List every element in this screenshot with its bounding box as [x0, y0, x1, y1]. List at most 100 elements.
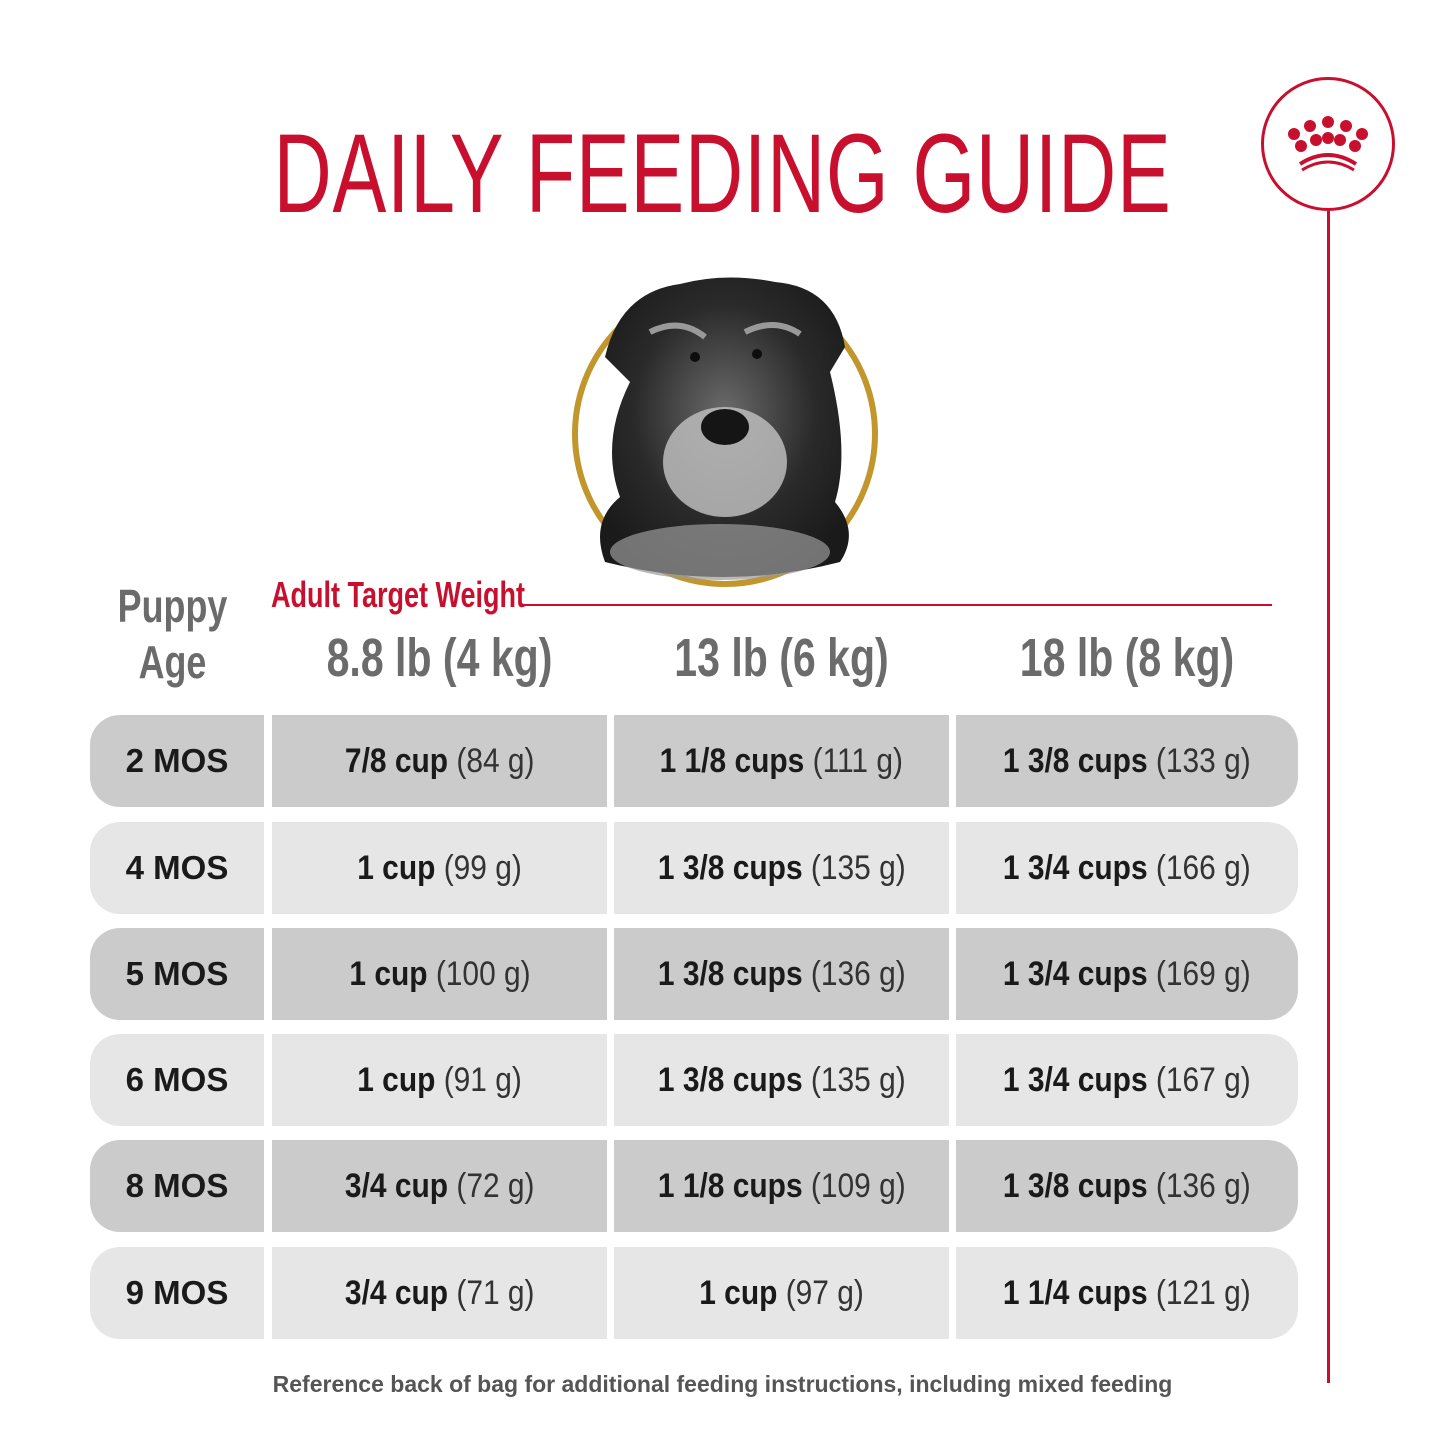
weight-column-header-8kg: 18 lb (8 kg)	[1019, 628, 1235, 688]
amount: 1 1/4 cups (121 g)	[1003, 1274, 1251, 1313]
amount-cell: 1 cup (100 g)	[272, 928, 607, 1020]
age-cell: 5 MOS	[90, 928, 264, 1020]
grams-value: (133 g)	[1156, 741, 1251, 780]
cups-value: 1 3/8 cups	[657, 1060, 803, 1099]
grams-value: (91 g)	[443, 1060, 522, 1099]
cups-value: 1 3/8 cups	[1003, 741, 1148, 780]
grams-value: (84 g)	[456, 741, 535, 780]
amount-cell: 1 cup (99 g)	[272, 822, 607, 914]
footer-note: Reference back of bag for additional fee…	[272, 1371, 1173, 1397]
amount: 1 3/8 cups (133 g)	[1003, 742, 1251, 781]
grams-value: (121 g)	[1156, 1273, 1251, 1312]
amount: 3/4 cup (72 g)	[345, 1167, 535, 1206]
table-row: 6 MOS 1 cup (91 g) 1 3/8 cups (135 g) 1 3/4…	[90, 1034, 1298, 1126]
amount-cell: 3/4 cup (71 g)	[272, 1247, 607, 1339]
age-label: 6 MOS	[125, 1061, 229, 1098]
amount-cell: 1 3/8 cups (136 g)	[614, 928, 949, 1020]
cups-value: 1 1/4 cups	[1003, 1273, 1148, 1312]
amount-cell: 3/4 cup (72 g)	[272, 1140, 607, 1232]
page-title: DAILY FEEDING GUIDE	[273, 111, 1172, 236]
amount: 1 1/8 cups (111 g)	[660, 742, 903, 781]
amount-cell: 1 cup (91 g)	[272, 1034, 607, 1126]
brand-logo	[1261, 77, 1395, 211]
amount-cell: 7/8 cup (84 g)	[272, 715, 607, 807]
amount: 3/4 cup (71 g)	[345, 1274, 535, 1313]
cups-value: 7/8 cup	[344, 741, 448, 780]
table-row: 8 MOS 3/4 cup (72 g) 1 1/8 cups (109 g) 1 3…	[90, 1140, 1298, 1232]
amount: 1 3/8 cups (136 g)	[658, 955, 906, 994]
cups-value: 3/4 cup	[344, 1166, 448, 1205]
age-label: 8 MOS	[125, 1167, 229, 1204]
decorative-red-line	[1327, 211, 1330, 1383]
amount-cell: 1 cup (97 g)	[614, 1247, 949, 1339]
cups-value: 3/4 cup	[344, 1273, 448, 1312]
grams-value: (99 g)	[443, 848, 522, 887]
cups-value: 1 3/8 cups	[657, 848, 803, 887]
weight-column-header-4kg: 8.8 lb (4 kg)	[326, 628, 553, 688]
grams-value: (136 g)	[1156, 1166, 1251, 1205]
grams-value: (166 g)	[1156, 848, 1251, 887]
table-row: 9 MOS 3/4 cup (71 g) 1 cup (97 g) 1 1/4 cup…	[90, 1247, 1298, 1339]
amount: 1 3/4 cups (169 g)	[1003, 955, 1251, 994]
crown-icon	[1288, 116, 1368, 172]
adult-target-weight-label: Adult Target Weight	[271, 574, 525, 615]
table-row: 2 MOS 7/8 cup (84 g) 1 1/8 cups (111 g) 1 3…	[90, 715, 1298, 807]
grams-value: (72 g)	[456, 1166, 535, 1205]
amount: 1 3/8 cups (136 g)	[1003, 1167, 1251, 1206]
cups-value: 1 cup	[699, 1273, 778, 1312]
grams-value: (109 g)	[810, 1166, 906, 1205]
amount-cell: 1 3/4 cups (167 g)	[956, 1034, 1298, 1126]
amount-cell: 1 3/8 cups (135 g)	[614, 822, 949, 914]
age-label: 5 MOS	[125, 955, 229, 992]
cups-value: 1 3/4 cups	[1003, 848, 1148, 887]
age-cell: 6 MOS	[90, 1034, 264, 1126]
amount: 1 1/8 cups (109 g)	[658, 1167, 906, 1206]
age-label: 4 MOS	[125, 849, 229, 886]
age-cell: 8 MOS	[90, 1140, 264, 1232]
amount: 1 cup (99 g)	[357, 849, 522, 888]
weight-header-underline	[521, 604, 1272, 606]
amount-cell: 1 1/8 cups (111 g)	[614, 715, 949, 807]
table-row: 4 MOS 1 cup (99 g) 1 3/8 cups (135 g) 1 3/4…	[90, 822, 1298, 914]
grams-value: (111 g)	[812, 741, 904, 780]
amount-cell: 1 3/8 cups (136 g)	[956, 1140, 1298, 1232]
grams-value: (135 g)	[810, 848, 906, 887]
amount: 1 cup (97 g)	[699, 1274, 864, 1313]
amount-cell: 1 3/8 cups (135 g)	[614, 1034, 949, 1126]
cups-value: 1 3/4 cups	[1003, 954, 1148, 993]
age-label: 9 MOS	[125, 1274, 229, 1311]
cups-value: 1 cup	[357, 1060, 436, 1099]
cups-value: 1 1/8 cups	[657, 1166, 803, 1205]
grams-value: (169 g)	[1156, 954, 1251, 993]
table-row: 5 MOS 1 cup (100 g) 1 3/8 cups (136 g) 1 3/…	[90, 928, 1298, 1020]
amount: 1 3/8 cups (135 g)	[658, 849, 906, 888]
cups-value: 1 1/8 cups	[659, 741, 805, 780]
amount-cell: 1 1/8 cups (109 g)	[614, 1140, 949, 1232]
weight-column-header-6kg: 13 lb (6 kg)	[674, 628, 889, 688]
grams-value: (71 g)	[456, 1273, 535, 1312]
amount: 1 3/4 cups (166 g)	[1003, 849, 1251, 888]
cups-value: 1 cup	[357, 848, 436, 887]
age-cell: 4 MOS	[90, 822, 264, 914]
grams-value: (97 g)	[785, 1273, 864, 1312]
cups-value: 1 3/8 cups	[1003, 1166, 1148, 1205]
cups-value: 1 3/8 cups	[657, 954, 803, 993]
amount-cell: 1 3/8 cups (133 g)	[956, 715, 1298, 807]
grams-value: (135 g)	[810, 1060, 906, 1099]
amount: 1 cup (91 g)	[357, 1061, 522, 1100]
age-header-line2: Age	[138, 636, 207, 688]
age-column-header: Puppy Age	[116, 578, 229, 690]
grams-value: (100 g)	[435, 954, 531, 993]
grams-value: (136 g)	[810, 954, 906, 993]
amount: 7/8 cup (84 g)	[345, 742, 535, 781]
grams-value: (167 g)	[1156, 1060, 1251, 1099]
amount-cell: 1 3/4 cups (169 g)	[956, 928, 1298, 1020]
cups-value: 1 3/4 cups	[1003, 1060, 1148, 1099]
age-header-line1: Puppy	[117, 580, 228, 632]
age-cell: 9 MOS	[90, 1247, 264, 1339]
puppy-image	[560, 262, 890, 597]
age-label: 2 MOS	[125, 742, 229, 779]
amount-cell: 1 3/4 cups (166 g)	[956, 822, 1298, 914]
age-cell: 2 MOS	[90, 715, 264, 807]
amount: 1 cup (100 g)	[349, 955, 530, 994]
